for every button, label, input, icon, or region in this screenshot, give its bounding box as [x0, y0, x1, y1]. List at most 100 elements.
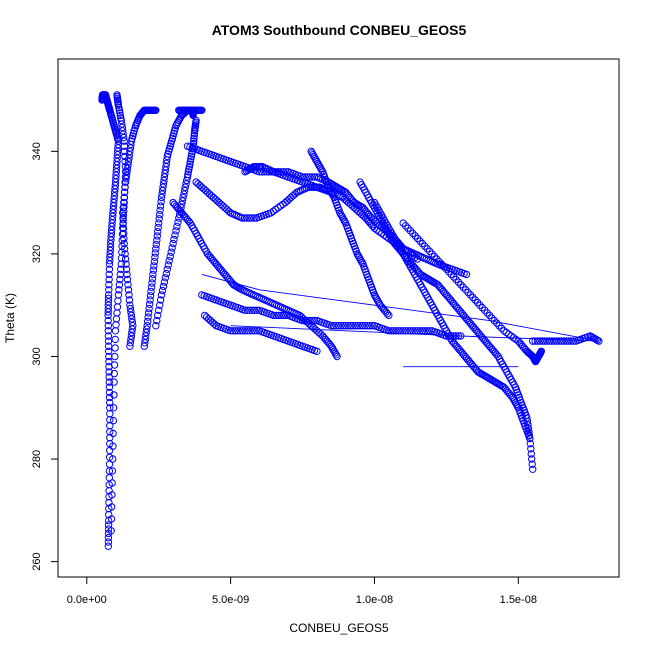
data-point: [105, 265, 114, 273]
data-point: [265, 168, 273, 176]
data-point: [201, 311, 209, 320]
track-11: [399, 219, 545, 366]
data-point: [332, 351, 340, 359]
data-point: [595, 337, 603, 345]
data-point: [121, 250, 129, 258]
data-point: [129, 322, 137, 330]
data-point: [173, 222, 181, 231]
data-point: [107, 226, 116, 234]
data-point: [104, 521, 113, 529]
data-point: [104, 538, 113, 546]
data-point: [418, 239, 427, 248]
data-point: [363, 322, 371, 330]
data-point: [548, 337, 556, 345]
y-tick-label: 340: [31, 142, 43, 160]
track-9: [356, 178, 537, 473]
data-point: [156, 301, 164, 309]
data-point: [119, 214, 127, 222]
data-point: [250, 214, 258, 222]
y-tick-label: 280: [31, 450, 43, 468]
data-point: [150, 262, 158, 270]
data-point: [538, 337, 546, 345]
data-point: [106, 243, 115, 251]
data-point: [150, 257, 159, 266]
data-point: [160, 278, 169, 286]
data-point: [122, 175, 130, 183]
data-point: [127, 335, 135, 344]
data-point: [106, 434, 114, 442]
data-point: [109, 212, 117, 221]
data-point: [337, 322, 345, 330]
data-point: [248, 214, 256, 222]
data-point: [449, 273, 458, 281]
data-point: [149, 270, 157, 279]
data-point: [493, 319, 501, 327]
data-point: [495, 322, 503, 330]
data-point: [120, 239, 128, 248]
data-point: [125, 291, 133, 299]
data-point: [121, 178, 130, 186]
data-point: [167, 248, 175, 256]
data-point: [423, 245, 431, 253]
track-7: [241, 163, 471, 279]
data-point: [181, 183, 190, 191]
data-point: [411, 327, 419, 335]
data-point: [126, 147, 134, 156]
data-point: [104, 298, 113, 306]
data-point: [158, 186, 167, 195]
data-point: [105, 373, 113, 381]
data-point: [104, 342, 113, 350]
data-point: [392, 327, 400, 335]
track-13: [201, 311, 321, 355]
data-point: [122, 265, 131, 273]
data-point: [121, 183, 129, 191]
data-point: [513, 402, 521, 410]
data-point: [171, 231, 179, 239]
data-point: [128, 315, 136, 323]
data-point: [593, 336, 602, 344]
data-point: [106, 404, 114, 412]
data-point: [104, 294, 113, 302]
data-point: [104, 327, 113, 335]
data-point: [116, 109, 124, 117]
data-point: [178, 197, 187, 205]
data-point: [383, 310, 392, 318]
data-point: [476, 301, 484, 309]
data-point: [481, 306, 489, 314]
y-tick-label: 320: [31, 245, 43, 263]
data-point: [389, 327, 398, 335]
data-point: [404, 224, 412, 232]
data-point: [107, 515, 116, 523]
data-point: [536, 337, 544, 345]
data-point: [457, 281, 465, 289]
data-point: [234, 327, 242, 335]
data-point: [459, 283, 467, 291]
data-point: [289, 192, 297, 200]
track-2: [119, 106, 160, 350]
data-point: [206, 316, 215, 325]
data-point: [223, 205, 231, 214]
data-point: [143, 322, 151, 330]
data-point: [105, 368, 113, 376]
data-point: [236, 327, 244, 335]
data-point: [358, 258, 366, 267]
data-point: [108, 491, 116, 499]
data-point: [262, 168, 271, 176]
data-point: [119, 127, 127, 135]
data-point: [466, 291, 475, 299]
data-point: [327, 188, 335, 197]
data-point: [160, 173, 169, 181]
data-point: [346, 322, 355, 330]
x-tick-label: 0.0e+00: [67, 594, 107, 606]
data-point: [478, 304, 486, 312]
data-point: [120, 133, 128, 142]
data-point: [428, 250, 436, 258]
data-point: [527, 445, 535, 453]
data-point: [221, 204, 229, 212]
data-point: [119, 209, 127, 217]
data-point: [399, 327, 407, 335]
data-point: [416, 327, 424, 335]
data-point: [124, 281, 132, 289]
data-point: [141, 339, 149, 347]
data-point: [401, 222, 410, 230]
